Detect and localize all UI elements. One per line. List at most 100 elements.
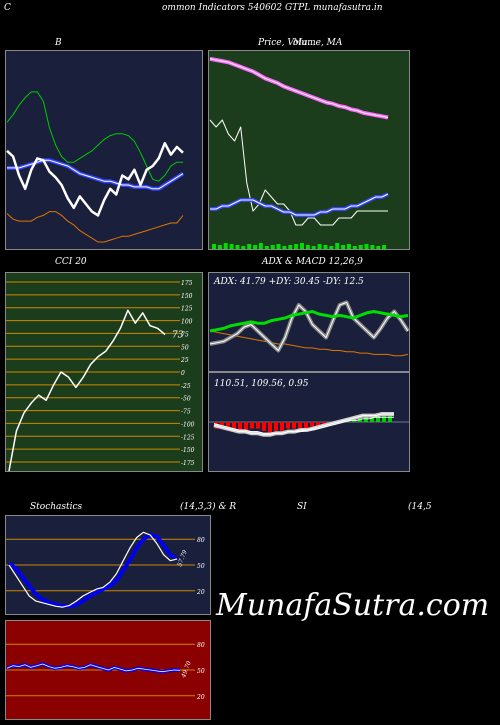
rsi-tick-label: 50 — [197, 668, 205, 675]
cci-tick-label: -50 — [181, 396, 191, 403]
macd-readout: 110.51, 109.56, 0.95 — [214, 379, 309, 389]
volume-bar — [311, 246, 316, 249]
volume-bar — [264, 246, 269, 249]
stochastics-params: (14,3,3) & R — [180, 502, 237, 512]
price-ma-title: Price, Volume, MA — [258, 38, 343, 48]
volume-bar — [323, 245, 328, 249]
volume-bar — [241, 246, 246, 249]
stochastics-title: Stochastics — [30, 502, 83, 512]
macd-histogram-bar — [268, 422, 272, 433]
price-line — [209, 119, 388, 226]
volume-bar — [294, 244, 299, 249]
rsi-title: SI — [297, 502, 307, 512]
macd-line — [213, 413, 394, 436]
volume-bar — [346, 244, 351, 249]
bollinger-upper-band — [6, 91, 183, 182]
volume-bar — [317, 244, 322, 249]
macd-histogram-bar — [316, 422, 320, 427]
macd-chart: 110.51, 109.56, 0.95 — [208, 372, 410, 472]
volume-bar — [270, 245, 275, 249]
cci-tick-label: -125 — [181, 434, 195, 441]
price-ma-overlay-title: Ma... — [293, 38, 317, 48]
macd-histogram-bar — [274, 422, 278, 431]
macd-histogram-bar — [292, 422, 296, 429]
cci-tick-label: -100 — [181, 421, 195, 428]
volume-bar — [305, 245, 310, 249]
macd-histogram-bar — [250, 422, 254, 429]
volume-bar — [341, 245, 346, 249]
cci-tick-label: 50 — [181, 344, 189, 351]
cci-last-value: 73 — [172, 330, 184, 340]
price-ma-upper-line — [209, 58, 389, 118]
cci-title: CCI 20 — [55, 257, 87, 267]
cci-tick-label: 75 — [181, 331, 189, 338]
volume-bar — [258, 243, 263, 249]
rsi-params: (14,5 — [408, 502, 432, 512]
watermark: MunafaSutra.com — [216, 588, 490, 623]
volume-bar — [229, 244, 234, 249]
volume-bar — [358, 245, 363, 249]
rsi-tick-label: 80 — [197, 642, 205, 649]
volume-bar — [276, 244, 281, 249]
cci-tick-label: -150 — [181, 447, 195, 454]
adx-readout: ADX: 41.79 +DY: 30.45 -DY: 12.5 — [213, 277, 364, 287]
macd-histogram-bar — [322, 422, 326, 425]
volume-bar — [382, 245, 387, 249]
bollinger-lower-band — [6, 211, 184, 243]
volume-bar — [223, 243, 228, 249]
cci-tick-label: -25 — [181, 383, 191, 390]
cci-tick-label: 150 — [181, 293, 193, 300]
volume-bar — [282, 246, 287, 249]
cci-tick-label: 25 — [180, 357, 189, 364]
volume-bar — [235, 245, 240, 249]
cci-chart: 175 150 125 100 75 50 25 0 -25 -50 -75 -100 -125 -150… — [5, 272, 203, 472]
macd-histogram-bar — [298, 422, 302, 429]
bollinger-title: B — [55, 38, 62, 48]
cci-tick-label: -175 — [181, 460, 195, 467]
stochastics-d-line — [7, 532, 179, 609]
macd-histogram-bar — [262, 422, 266, 431]
macd-histogram-bar — [238, 422, 242, 431]
volume-bar — [329, 246, 334, 249]
macd-histogram-bar — [286, 422, 290, 429]
stochastics-tick-label: 20 — [196, 589, 205, 596]
macd-histogram-bar — [226, 422, 230, 429]
stochastics-tick-label: 50 — [197, 563, 205, 570]
price-ma-chart — [208, 50, 410, 250]
volume-bar — [335, 243, 340, 249]
volume-bar — [288, 245, 293, 249]
adx-macd-title: ADX & MACD 12,26,9 — [262, 257, 363, 267]
volume-bar — [300, 243, 304, 249]
page-title: ommon Indicators 540602 GTPL munafasutra… — [162, 3, 383, 13]
bollinger-chart — [5, 50, 203, 250]
volume-bar — [212, 244, 216, 249]
rsi-line — [6, 663, 181, 673]
cci-tick-label: 100 — [181, 319, 193, 326]
rsi-tick-label: 20 — [196, 694, 205, 701]
stochastics-k-line — [8, 531, 178, 608]
moving-average-line — [210, 193, 389, 216]
macd-signal-line — [213, 416, 394, 434]
cci-tick-label: 125 — [181, 306, 193, 313]
volume-bar — [364, 244, 369, 249]
macd-histogram-bar — [244, 422, 248, 431]
adx-chart: ADX: 41.79 +DY: 30.45 -DY: 12.5 — [208, 272, 410, 372]
stochastics-tick-label: 80 — [197, 537, 205, 544]
volume-bar — [352, 246, 357, 249]
cci-tick-label: 175 — [181, 280, 193, 287]
macd-histogram-bar — [232, 422, 236, 429]
cci-line — [8, 309, 166, 472]
macd-histogram-bar — [370, 415, 374, 422]
volume-bar — [247, 244, 252, 249]
volume-bar — [217, 245, 222, 249]
macd-histogram-bar — [310, 422, 314, 427]
price-ma-background — [208, 50, 410, 250]
cci-tick-label: -75 — [181, 409, 191, 416]
volume-bar — [370, 245, 375, 249]
volume-bar — [376, 246, 381, 249]
volume-bar — [253, 245, 258, 249]
adx-plus-di-line — [209, 301, 409, 351]
cci-tick-label: 0 — [181, 370, 185, 377]
